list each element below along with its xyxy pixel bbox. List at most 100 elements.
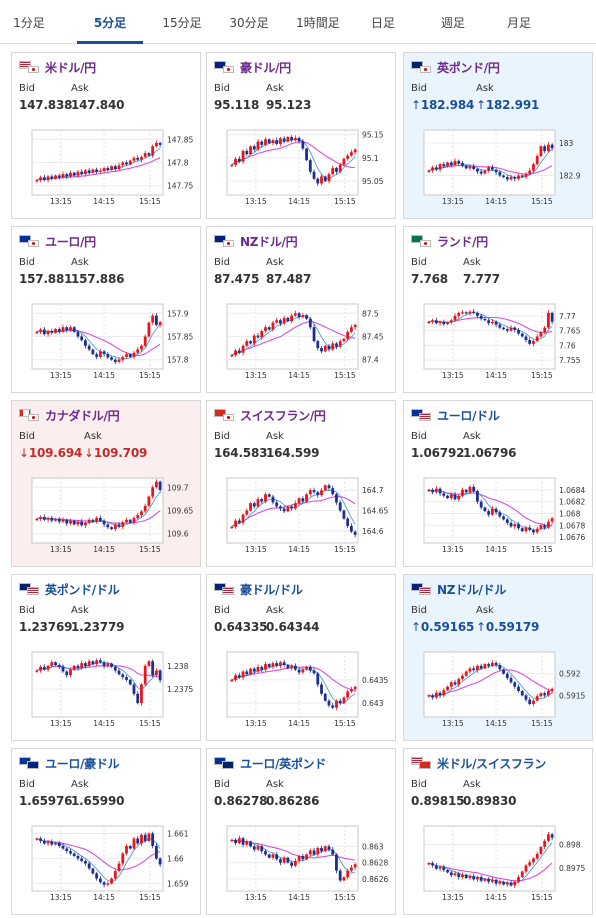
mini-candlestick-chart[interactable]: 164.7 164.65 164.6 13:15 14:15 15:15 [215, 473, 390, 561]
candle-body [331, 488, 335, 495]
ask-price: 1.23779 [71, 620, 125, 634]
bid-label: Bid [19, 431, 35, 442]
rate-card[interactable]: カナダドル/円 Bid Ask ↓109.694 ↓109.709 109.7 109.65… [11, 400, 201, 567]
rate-card[interactable]: 豪ドル/ドル Bid Ask 0.64335 0.64344 0.6435 0.643 13:… [206, 574, 396, 741]
candle-body [528, 699, 532, 704]
bid-price: 0.59165 [420, 620, 475, 634]
ma-slow-line [428, 669, 553, 697]
y-tick-label: 7.76 [559, 341, 576, 350]
pair-name[interactable]: ユーロ/英ポンド [240, 756, 326, 771]
candle-body [252, 668, 256, 672]
mini-candlestick-chart[interactable]: 7.77 7.765 7.76 7.755 13:15 14:15 15:15 [412, 299, 587, 387]
rate-card[interactable]: 英ポンド/円 Bid Ask ↑182.984 ↑182.991 183 182.9 13:1… [403, 52, 593, 219]
rate-card[interactable]: スイスフラン/円 Bid Ask 164.583 164.599 164.7 164.65 1… [206, 400, 396, 567]
pair-name[interactable]: NZドル/ドル [437, 582, 507, 597]
pair-name[interactable]: 米ドル/円 [45, 60, 96, 75]
candle-body [517, 524, 520, 529]
candle-body [487, 511, 491, 515]
bid-value: ↓109.694 [19, 446, 82, 460]
bid-price: 147.838 [19, 98, 73, 112]
mini-candlestick-chart[interactable]: 1.0684 1.0682 1.068 1.0678 1.0676 13:15 14:15 1… [412, 473, 587, 561]
mini-candlestick-chart[interactable]: 1.238 1.2375 13:15 14:15 15:15 [20, 647, 195, 735]
candle-body [57, 518, 61, 522]
mini-candlestick-chart[interactable]: 0.898 0.8975 13:15 14:15 15:15 [412, 821, 587, 909]
candle-body [349, 689, 353, 692]
pair-name[interactable]: ユーロ/円 [45, 234, 96, 249]
candle-body [249, 668, 252, 675]
candle-body [151, 487, 155, 497]
card-header: カナダドル/円 [19, 407, 120, 423]
candle-body [42, 177, 46, 181]
ma-fast-line [428, 664, 553, 700]
candle-body [98, 170, 102, 172]
candle-body [72, 665, 76, 670]
pair-name[interactable]: 米ドル/スイスフラン [437, 756, 547, 771]
candle-body [524, 695, 528, 700]
mini-candlestick-chart[interactable]: 1.661 1.66 1.659 13:15 14:15 15:15 [20, 821, 195, 909]
rate-card[interactable]: ユーロ/円 Bid Ask 157.881 157.886 157.9 157.85 157.… [11, 226, 201, 393]
candle-body [546, 312, 550, 328]
plot-area [423, 303, 556, 370]
candle-body [132, 352, 136, 357]
bid-price: 0.86278 [214, 794, 268, 808]
tab-0[interactable]: 1分足 [13, 16, 45, 30]
candle-body [502, 175, 505, 178]
mini-candlestick-chart[interactable]: 183 182.9 13:15 14:15 15:15 [412, 125, 587, 213]
pair-name[interactable]: ランド/円 [437, 234, 488, 249]
rate-card[interactable]: ユーロ/ドル Bid Ask 1.06792 1.06796 1.0684 1.0682 1.… [403, 400, 593, 567]
pair-name[interactable]: 豪ドル/ドル [240, 582, 303, 597]
rate-card[interactable]: ユーロ/英ポンド Bid Ask 0.86278 0.86286 0.863 0.8628 0… [206, 748, 396, 915]
mini-candlestick-chart[interactable]: 95.15 95.1 95.05 13:15 14:15 15:15 [215, 125, 390, 213]
candle-body [505, 882, 509, 885]
y-tick-label: 164.6 [362, 527, 384, 536]
pair-name[interactable]: スイスフラン/円 [240, 408, 326, 423]
candle-body [320, 490, 323, 496]
rate-card[interactable]: 英ポンド/ドル Bid Ask 1.23769 1.23779 1.238 1.2375 13… [11, 574, 201, 741]
mini-candlestick-chart[interactable]: 147.85 147.8 147.75 13:15 14:15 15:15 [20, 125, 195, 213]
rate-card[interactable]: ランド/円 Bid Ask 7.768 7.777 7.77 7.765 7.76 7.755 1… [403, 226, 593, 393]
tab-6[interactable]: 週足 [440, 16, 465, 30]
ask-label: Ask [71, 779, 89, 790]
rate-card[interactable]: ユーロ/豪ドル Bid Ask 1.65976 1.65990 1.661 1.66 1.65… [11, 748, 201, 915]
candle-body [449, 320, 453, 323]
tab-5[interactable]: 日足 [370, 16, 395, 30]
candle-body [427, 321, 431, 324]
arrow-up-icon: ↑ [411, 98, 421, 112]
bid-price: 1.65976 [19, 794, 73, 808]
pair-name[interactable]: 英ポンド/円 [437, 60, 500, 75]
candle-body [106, 883, 110, 885]
rate-card[interactable]: 米ドル/円 Bid Ask 147.838 147.840 147.85 147.8 147.… [11, 52, 201, 219]
mini-candlestick-chart[interactable]: 0.592 0.5915 13:15 14:15 15:15 [412, 647, 587, 735]
plot-area [226, 825, 359, 892]
flag-icon [19, 583, 39, 595]
pair-name[interactable]: 英ポンド/ドル [45, 582, 120, 597]
pair-name[interactable]: カナダドル/円 [45, 408, 120, 423]
pair-name[interactable]: ユーロ/豪ドル [45, 756, 120, 771]
pair-name[interactable]: NZドル/円 [240, 234, 298, 249]
rate-card[interactable]: NZドル/円 Bid Ask 87.475 87.487 87.5 87.45 87.4 13:… [206, 226, 396, 393]
y-tick-label: 87.4 [362, 356, 379, 365]
tab-2[interactable]: 15分足 [162, 16, 202, 30]
pair-name[interactable]: 豪ドル/円 [240, 60, 291, 75]
mini-candlestick-chart[interactable]: 87.5 87.45 87.4 13:15 14:15 15:15 [215, 299, 390, 387]
y-tick-label: 109.6 [167, 530, 189, 539]
rate-card[interactable]: 豪ドル/円 Bid Ask 95.118 95.123 95.15 95.1 95.05 13:… [206, 52, 396, 219]
candle-body [490, 879, 494, 882]
candle-body [494, 879, 498, 884]
mini-candlestick-chart[interactable]: 157.9 157.85 157.8 13:15 14:15 15:15 [20, 299, 195, 387]
candle-body [327, 846, 331, 850]
candle-body [106, 663, 110, 666]
rate-card[interactable]: 米ドル/スイスフラン Bid Ask 0.89815 0.89830 0.898 0.897… [403, 748, 593, 915]
tab-7[interactable]: 月足 [506, 16, 531, 30]
tab-4[interactable]: 1時間足 [296, 16, 340, 30]
tab-1[interactable]: 5分足 [77, 0, 143, 44]
y-tick-label: 1.0682 [559, 498, 585, 507]
mini-candlestick-chart[interactable]: 0.863 0.8628 0.8626 13:15 14:15 15:15 [215, 821, 390, 909]
pair-name[interactable]: ユーロ/ドル [437, 408, 500, 423]
rate-card[interactable]: NZドル/ドル Bid Ask ↑0.59165 ↑0.59179 0.592 0.5915… [403, 574, 593, 741]
candle-body [110, 166, 113, 170]
mini-candlestick-chart[interactable]: 109.7 109.65 109.6 13:15 14:15 15:15 [20, 473, 195, 561]
tab-3[interactable]: 30分足 [229, 16, 269, 30]
candle-body [353, 686, 357, 690]
mini-candlestick-chart[interactable]: 0.6435 0.643 13:15 14:15 15:15 [215, 647, 390, 735]
